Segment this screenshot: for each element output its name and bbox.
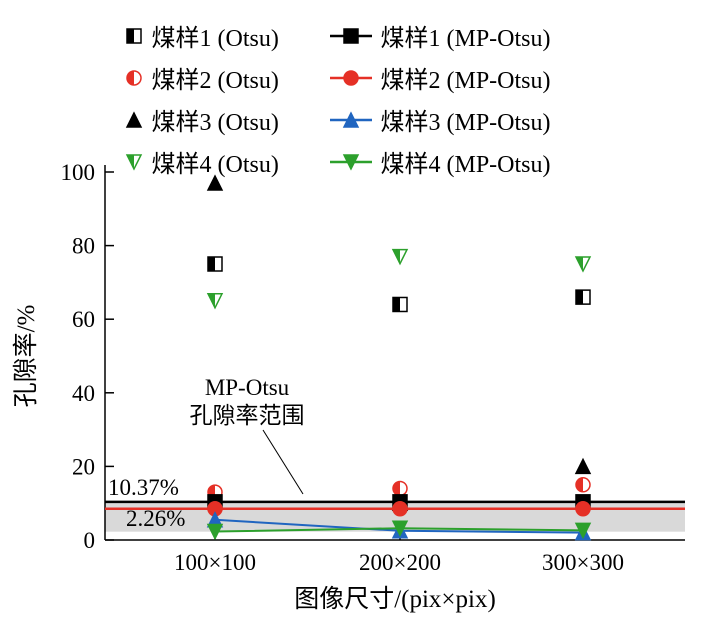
- square-marker-icon: [329, 27, 372, 44]
- series-3: [206, 174, 592, 511]
- y-tick-label: 60: [72, 307, 95, 332]
- legend-label: 煤样4 (MP-Otsu): [380, 152, 551, 178]
- triangle-down-marker-icon: [574, 522, 592, 540]
- series-4: [206, 248, 592, 310]
- legend-item: 煤样3 (MP-Otsu): [328, 102, 590, 137]
- triangle-down-marker-icon: [391, 520, 409, 537]
- square-marker-icon: [125, 27, 142, 44]
- y-tick-label: 40: [72, 381, 95, 406]
- legend-row: 煤样3 (Otsu) 煤样3 (MP-Otsu): [123, 102, 590, 137]
- circle-marker-icon: [393, 481, 400, 496]
- y-tick-label: 0: [84, 528, 96, 553]
- chart-legend: 煤样1 (Otsu) 煤样1 (MP-Otsu) 煤样2 (Otsu) 煤样2 (MP…: [0, 0, 712, 178]
- triangle-down-marker-icon: [208, 293, 215, 308]
- triangle-down-marker-icon: [329, 153, 372, 171]
- band-bottom-label: 2.26%: [126, 506, 185, 531]
- legend-item: 煤样4 (Otsu): [123, 144, 328, 179]
- legend-label: 煤样2 (Otsu): [151, 68, 279, 94]
- legend-item: 煤样1 (MP-Otsu): [328, 18, 590, 53]
- x-axis-title: 图像尺寸/(pix×pix): [294, 585, 496, 613]
- x-tick-label: 300×300: [542, 550, 624, 575]
- triangle-up-marker-icon: [206, 174, 224, 191]
- triangle-up-marker-icon: [574, 457, 592, 475]
- y-tick-label: 100: [61, 160, 96, 185]
- circle-marker-icon: [576, 477, 583, 492]
- square-marker-icon: [208, 257, 215, 271]
- legend-label: 煤样1 (MP-Otsu): [380, 26, 551, 52]
- square-marker-icon: [342, 27, 359, 44]
- annotation-leader-line: [262, 429, 304, 495]
- legend-row: 煤样2 (Otsu) 煤样2 (MP-Otsu): [123, 60, 590, 95]
- triangle-down-marker-icon: [393, 249, 400, 264]
- triangle-down-marker-icon: [206, 523, 224, 541]
- triangle-down-marker-icon: [576, 257, 583, 271]
- legend-item: 煤样2 (Otsu): [123, 60, 328, 95]
- circle-marker-icon: [392, 500, 408, 517]
- y-tick-label: 80: [72, 234, 95, 259]
- square-marker-icon: [126, 28, 134, 43]
- legend-row: 煤样4 (Otsu) 煤样4 (MP-Otsu): [123, 144, 590, 179]
- triangle-up-marker-icon: [342, 110, 359, 128]
- circle-marker-icon: [126, 70, 134, 85]
- band-top-label: 10.37%: [108, 475, 179, 500]
- legend-item: 煤样3 (Otsu): [123, 102, 328, 137]
- legend-row: 煤样1 (Otsu) 煤样1 (MP-Otsu): [123, 18, 590, 53]
- legend-item: 煤样2 (MP-Otsu): [328, 60, 590, 95]
- circle-marker-icon: [342, 69, 359, 86]
- annotation-text: 孔隙率范围: [190, 403, 305, 428]
- series-1: [207, 256, 591, 313]
- chart-plot-area: 0 20 40 60 80 100 100×100 200×200 300×300 图像尺寸/(p…: [12, 160, 685, 613]
- triangle-down-marker-icon: [125, 153, 142, 171]
- x-tick-label: 200×200: [359, 550, 441, 575]
- circle-marker-icon: [575, 500, 591, 517]
- legend-label: 煤样3 (MP-Otsu): [380, 110, 551, 136]
- circle-marker-icon: [125, 69, 142, 86]
- series-8: [206, 520, 592, 541]
- triangle-down-marker-icon: [126, 154, 134, 169]
- series-6: [105, 500, 685, 517]
- legend-item: 煤样1 (Otsu): [123, 18, 328, 53]
- triangle-up-marker-icon: [125, 110, 142, 128]
- y-axis-title: 孔隙率/%: [12, 305, 40, 408]
- legend-label: 煤样1 (Otsu): [151, 26, 279, 52]
- legend-label: 煤样3 (Otsu): [151, 110, 279, 136]
- triangle-up-marker-icon: [329, 110, 372, 128]
- x-tick-label: 100×100: [174, 550, 256, 575]
- legend-label: 煤样4 (Otsu): [151, 152, 279, 178]
- triangle-up-marker-icon: [125, 110, 142, 128]
- square-marker-icon: [576, 290, 583, 305]
- circle-marker-icon: [329, 69, 372, 86]
- triangle-down-marker-icon: [342, 153, 359, 171]
- y-tick-label: 20: [72, 454, 95, 479]
- legend-item: 煤样4 (MP-Otsu): [328, 144, 590, 179]
- square-marker-icon: [393, 297, 400, 312]
- legend-label: 煤样2 (MP-Otsu): [380, 68, 551, 94]
- annotation-text: MP-Otsu: [205, 375, 290, 400]
